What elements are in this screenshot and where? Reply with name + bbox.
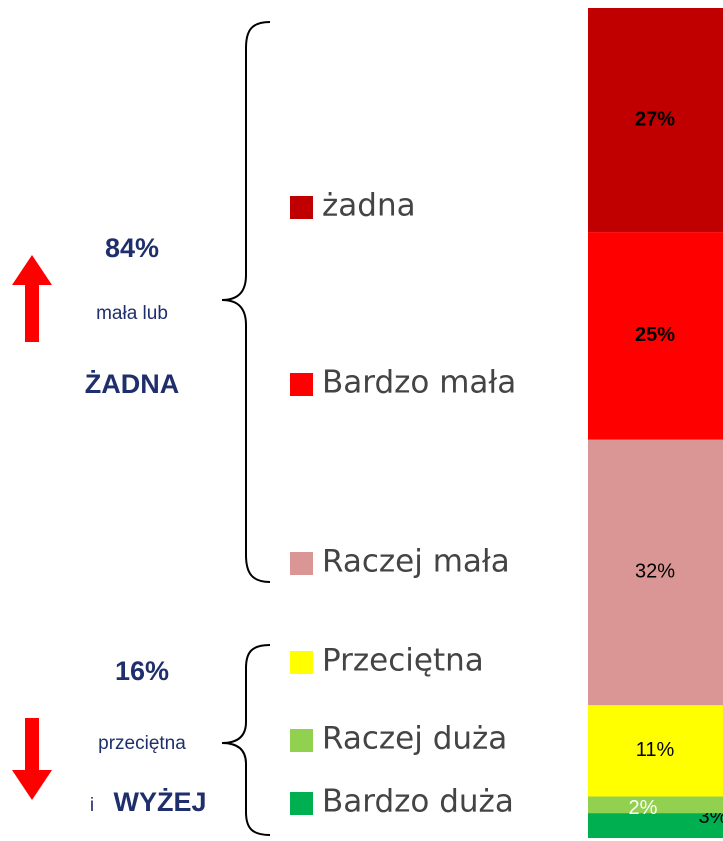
legend-swatch xyxy=(290,729,313,752)
legend-label: żadna xyxy=(322,188,416,224)
annotation: 84% xyxy=(105,233,159,263)
arrow-up xyxy=(12,255,52,342)
legend-label: Bardzo mała xyxy=(322,365,516,401)
annotation: 16% xyxy=(115,656,169,686)
bar-segment xyxy=(588,232,723,440)
legend-swatch xyxy=(290,196,313,219)
bar-segment xyxy=(588,813,723,838)
legend-swatch xyxy=(290,651,313,674)
annotation: mała lub xyxy=(96,303,168,324)
bar-segment xyxy=(588,705,723,797)
legend-swatch xyxy=(290,552,313,575)
legend-swatch xyxy=(290,373,313,396)
value-label: 25% xyxy=(635,324,675,346)
arrow-down xyxy=(12,718,52,800)
value-label: 2% xyxy=(629,797,658,819)
brace xyxy=(221,21,271,583)
bar-segment xyxy=(588,439,723,706)
legend-swatch xyxy=(290,792,313,815)
value-label: 32% xyxy=(635,561,675,583)
value-label: 27% xyxy=(635,108,675,130)
legend-label: Przeciętna xyxy=(322,643,484,679)
annotation: i xyxy=(90,795,94,816)
legend-label: Raczej mała xyxy=(322,544,510,580)
annotation: ŻADNA xyxy=(85,369,180,399)
legend-label: Raczej duża xyxy=(322,721,507,757)
bar-segment xyxy=(588,8,723,233)
legend-label: Bardzo duża xyxy=(322,784,514,820)
annotation: przeciętna xyxy=(98,733,186,754)
value-label: 11% xyxy=(636,739,675,761)
bar-segment xyxy=(588,796,723,814)
brace xyxy=(221,644,271,836)
annotation: WYŻEJ xyxy=(113,787,206,817)
